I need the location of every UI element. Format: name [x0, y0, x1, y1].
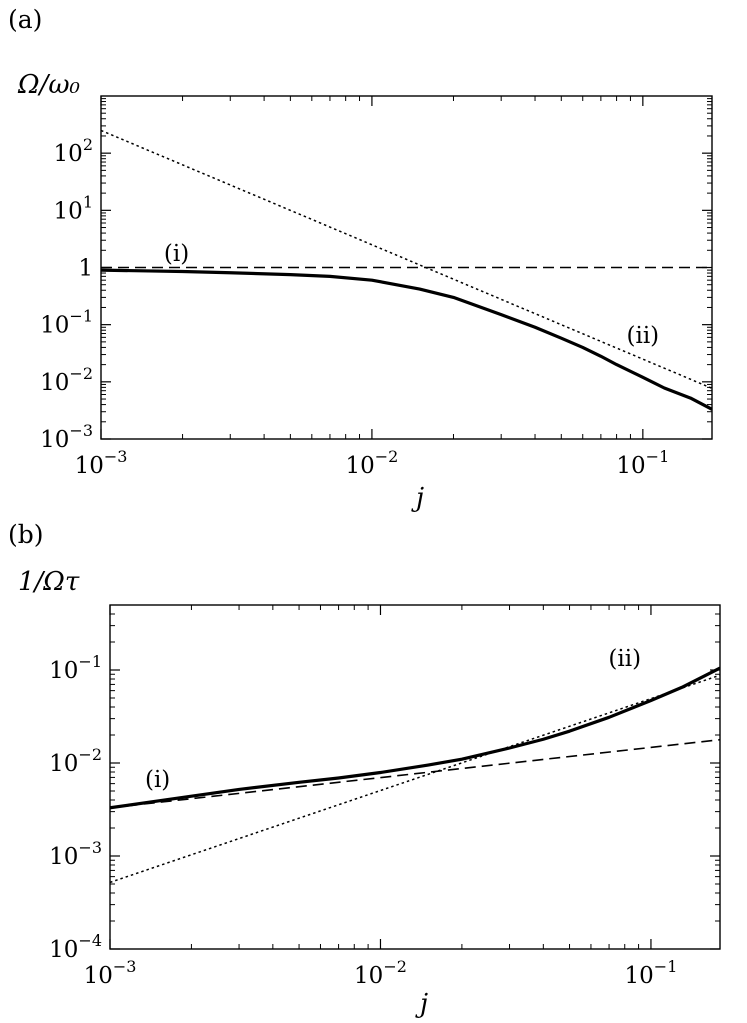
series-solid-line	[110, 666, 720, 810]
series-solid-line	[101, 268, 712, 411]
panel-label: (a)	[8, 5, 42, 34]
x-tick-label: 10−3	[84, 957, 137, 989]
series-dashed-line	[110, 738, 720, 809]
y-tick-label: 10−3	[49, 838, 102, 870]
y-tick-label: 10−1	[49, 652, 102, 684]
y-tick-label: 10−3	[40, 421, 93, 453]
x-minor-ticks	[182, 96, 631, 439]
panel-label: (b)	[8, 520, 44, 549]
panel-a: 10−3 10−2 10−1 10−3 10−2 10−1 1 101 102 (i) (ii) (a…	[8, 5, 713, 513]
y-tick-label: 10−2	[40, 364, 93, 396]
curve-annotation: (ii)	[608, 646, 641, 672]
plot-frame	[109, 604, 721, 950]
x-axis-label: j	[411, 483, 424, 513]
y-minor-ticks	[110, 613, 720, 922]
y-tick-label: 10−4	[49, 931, 102, 963]
series-dotted-line	[110, 674, 720, 884]
x-axis-label: j	[415, 989, 428, 1019]
x-tick-label: 10−1	[616, 447, 669, 479]
y-axis-label: 1/Ωτ	[18, 567, 80, 597]
x-tick-label: 10−3	[75, 447, 128, 479]
x-minor-ticks	[190, 605, 640, 949]
curve-annotation: (ii)	[627, 323, 660, 349]
y-axis-label: Ω/ω₀	[17, 70, 81, 100]
y-minor-ticks	[101, 98, 712, 423]
panel-b: 10−3 10−2 10−110−410−310−210−1(i)(ii)(b)1/…	[8, 520, 721, 1019]
y-tick-label: 10−1	[40, 307, 93, 339]
curve-annotation: (i)	[164, 241, 189, 267]
x-tick-label: 10−2	[354, 957, 407, 989]
y-tick-label: 101	[54, 192, 93, 224]
y-tick-label: 1	[78, 256, 93, 282]
y-tick-label: 10−2	[49, 745, 102, 777]
y-tick-label: 102	[54, 135, 93, 167]
x-tick-label: 10−1	[625, 957, 678, 989]
plot-frame	[100, 95, 713, 440]
series-dotted-line	[101, 129, 712, 390]
curve-annotation: (i)	[145, 767, 170, 793]
x-tick-label: 10−2	[345, 447, 398, 479]
